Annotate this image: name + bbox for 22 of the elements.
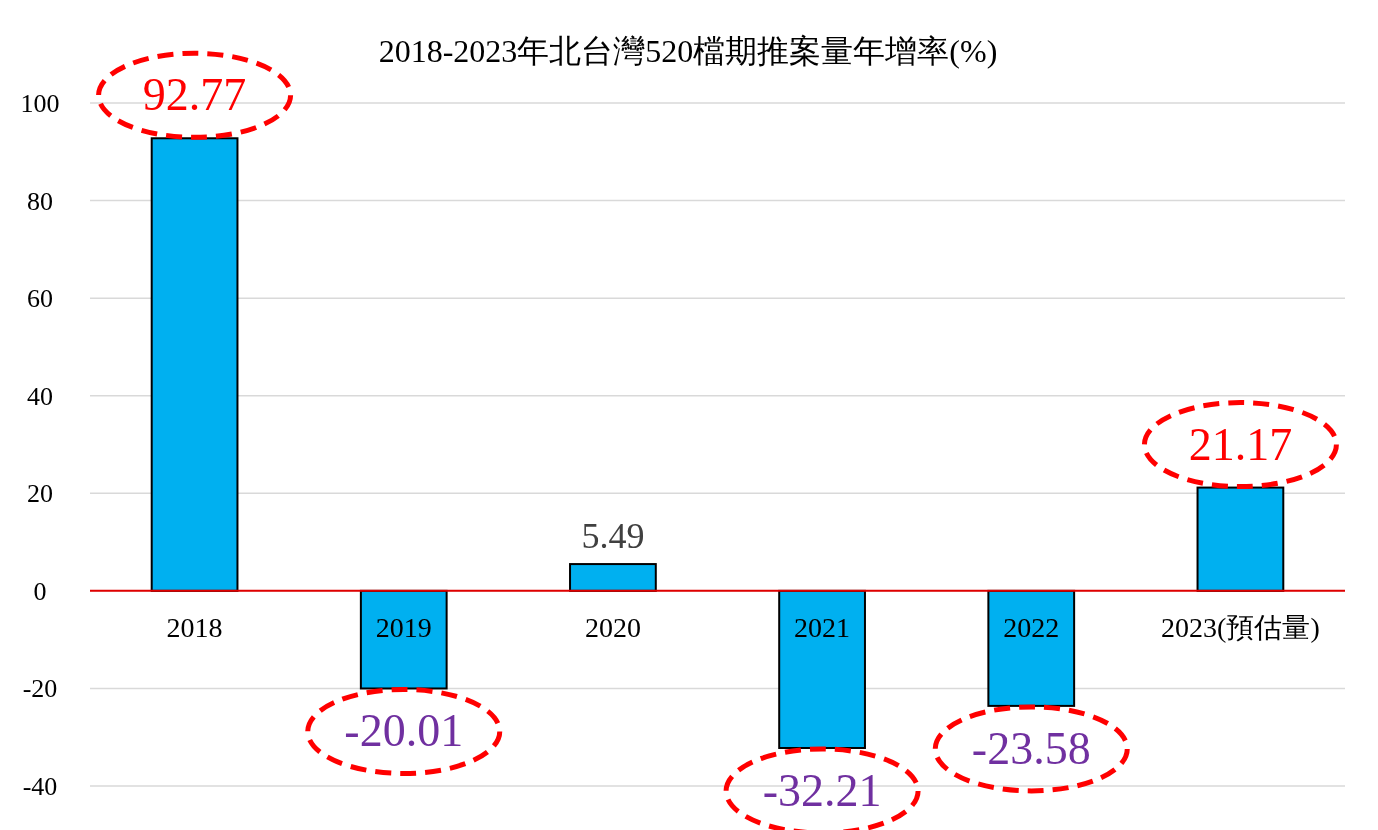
data-label: 92.77 [142, 69, 247, 121]
chart-title: 2018-2023年北台灣520檔期推案量年增率(%) [378, 33, 998, 69]
y-tick-label: 0 [33, 576, 47, 606]
x-tick-label: 2020 [584, 611, 641, 643]
y-tick-label: 40 [27, 381, 53, 411]
x-tick-label: 2023(預估量) [1161, 611, 1320, 643]
data-label: -20.01 [344, 705, 464, 757]
x-tick-label: 2019 [375, 611, 432, 643]
y-tick-label: -40 [22, 772, 58, 801]
x-tick-label: 2018 [166, 611, 223, 643]
y-tick-label: 60 [27, 284, 53, 314]
y-tick-label: 20 [27, 479, 53, 509]
data-label: 21.17 [1188, 418, 1293, 470]
data-label: -23.58 [971, 722, 1091, 774]
x-tick-label: 2021 [794, 611, 851, 643]
y-tick-label: 80 [27, 186, 53, 216]
data-label: 5.49 [581, 516, 645, 557]
y-tick-label: 100 [20, 89, 60, 118]
x-tick-label: 2022 [1003, 611, 1060, 643]
y-tick-label: -20 [22, 674, 58, 704]
bar [569, 563, 657, 592]
data-label: -32.21 [762, 765, 882, 816]
